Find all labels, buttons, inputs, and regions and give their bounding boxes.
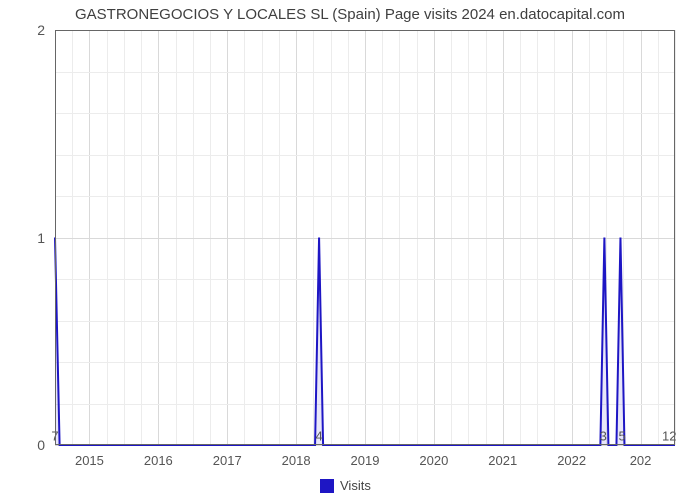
data-point-label: 12 [662, 429, 676, 444]
data-point-label: 3 [600, 429, 607, 444]
chart-container: { "chart": { "type": "line-area-spikes",… [0, 0, 700, 500]
visits-series [55, 30, 675, 445]
x-tick-label: 2017 [213, 445, 242, 468]
legend-swatch [320, 479, 334, 493]
plot-area: 743512 012 20152016201720182019202020212… [55, 30, 675, 445]
y-tick-label: 0 [37, 437, 55, 453]
x-tick-label: 2019 [351, 445, 380, 468]
chart-title: GASTRONEGOCIOS Y LOCALES SL (Spain) Page… [0, 6, 700, 23]
y-tick-label: 2 [37, 22, 55, 38]
x-tick-label: 2021 [488, 445, 517, 468]
x-tick-label: 2022 [557, 445, 586, 468]
legend: Visits [320, 478, 371, 493]
x-tick-label: 2016 [144, 445, 173, 468]
x-tick-label: 202 [630, 445, 652, 468]
x-tick-label: 2018 [282, 445, 311, 468]
legend-label: Visits [340, 478, 371, 493]
y-tick-label: 1 [37, 230, 55, 246]
x-tick-label: 2015 [75, 445, 104, 468]
data-point-label: 5 [619, 429, 626, 444]
data-point-label: 4 [315, 429, 322, 444]
grid-line-v [675, 30, 676, 445]
x-tick-label: 2020 [419, 445, 448, 468]
